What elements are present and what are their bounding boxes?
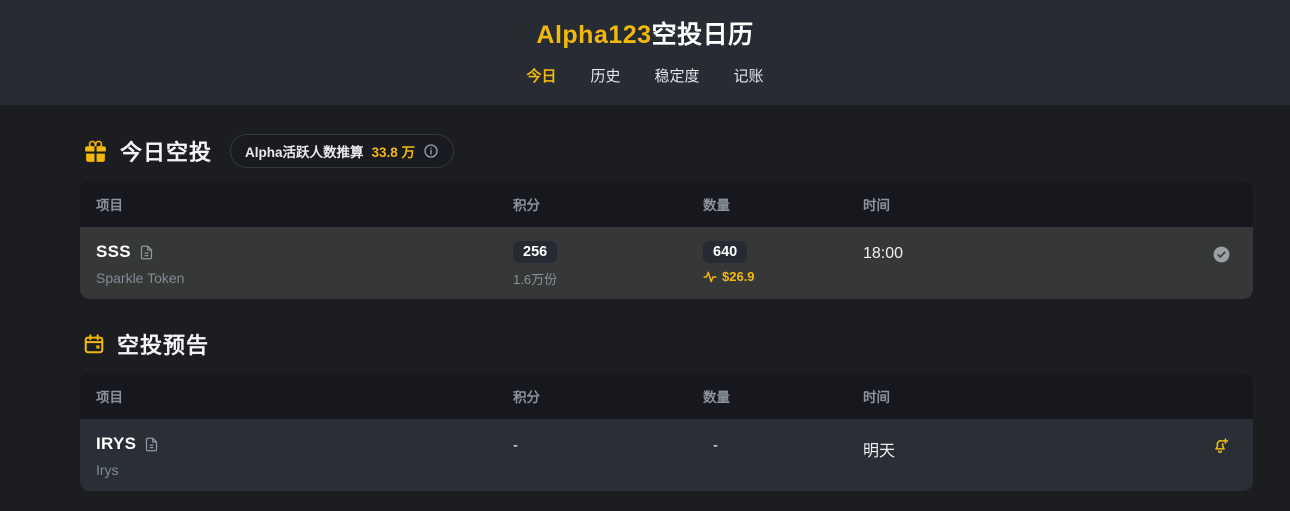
- column-project: 项目: [96, 198, 123, 213]
- amount-placeholder: -: [713, 437, 718, 454]
- topbar: Alpha123空投日历 今日 历史 稳定度 记账: [0, 0, 1290, 105]
- contract-doc-icon[interactable]: [144, 437, 159, 452]
- points-placeholder: -: [513, 437, 518, 454]
- active-users-estimate-badge: Alpha活跃人数推算 33.8 万: [230, 134, 455, 168]
- project-subtitle: Irys: [96, 462, 119, 478]
- gift-icon: [83, 139, 108, 164]
- today-section-header: 今日空投 Alpha活跃人数推算 33.8 万: [83, 134, 1253, 168]
- reminder-bell-plus-icon[interactable]: [1212, 437, 1231, 456]
- project-name: IRYS: [96, 434, 137, 453]
- column-amount: 数量: [703, 390, 730, 405]
- column-amount: 数量: [703, 198, 730, 213]
- amount-badge: 640: [703, 241, 748, 263]
- main-nav: 今日 历史 稳定度 记账: [0, 65, 1290, 86]
- column-project: 项目: [96, 390, 123, 405]
- tab-stability[interactable]: 稳定度: [654, 68, 700, 85]
- tab-accounting[interactable]: 记账: [733, 68, 764, 85]
- upcoming-section-title: 空投预告: [117, 333, 210, 358]
- project-subtitle: Sparkle Token: [96, 270, 185, 286]
- column-time: 时间: [863, 198, 890, 213]
- upcoming-section-header: 空投预告: [83, 328, 1253, 360]
- estimate-value: 33.8 万: [371, 145, 416, 160]
- page-title-rest: 空投日历: [651, 21, 754, 49]
- claimed-check-icon[interactable]: [1212, 245, 1231, 264]
- amount-value-line: $26.9: [703, 269, 855, 284]
- calendar-icon: [83, 333, 105, 355]
- pulse-icon: [703, 270, 717, 284]
- column-time: 时间: [863, 390, 890, 405]
- today-table-header: 项目 积分 数量 时间: [80, 181, 1253, 227]
- airdrop-time: 明天: [863, 443, 896, 460]
- estimate-label: Alpha活跃人数推算: [245, 145, 364, 160]
- amount-usd-value: $26.9: [722, 269, 755, 284]
- tab-today[interactable]: 今日: [526, 68, 557, 85]
- tab-history[interactable]: 历史: [590, 68, 621, 85]
- points-shares: 1.6万份: [513, 272, 558, 287]
- project-name: SSS: [96, 242, 131, 261]
- table-row-sss[interactable]: SSS Sparkle Token 256 1.6万份 640 $26.9 18…: [80, 227, 1253, 299]
- page-title: Alpha123空投日历: [0, 15, 1290, 51]
- today-section-title: 今日空投: [120, 140, 213, 165]
- column-points: 积分: [513, 390, 540, 405]
- table-row-irys[interactable]: IRYS Irys - - 明天: [80, 419, 1253, 491]
- info-icon[interactable]: [423, 143, 439, 159]
- today-airdrop-table: 项目 积分 数量 时间 SSS Sparkle Token 256 1.6万份 …: [80, 181, 1253, 299]
- upcoming-airdrop-table: 项目 积分 数量 时间 IRYS Irys - - 明天: [80, 373, 1253, 491]
- airdrop-time: 18:00: [863, 245, 904, 262]
- upcoming-table-header: 项目 积分 数量 时间: [80, 373, 1253, 419]
- page-title-highlight: Alpha123: [536, 21, 652, 49]
- contract-doc-icon[interactable]: [139, 245, 154, 260]
- column-points: 积分: [513, 198, 540, 213]
- points-badge: 256: [513, 241, 558, 263]
